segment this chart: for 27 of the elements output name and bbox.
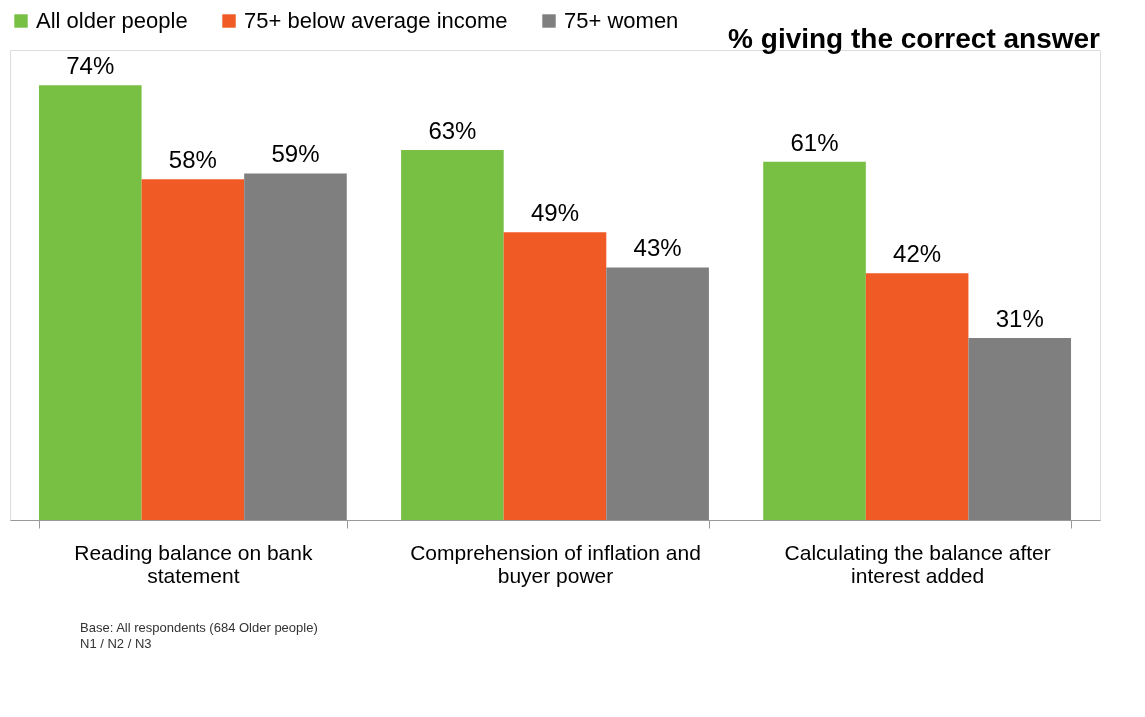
data-label: 61% [790, 128, 839, 156]
bar [401, 149, 504, 520]
legend-label: All older people [36, 8, 188, 33]
text: N1 / N2 / N3 [80, 636, 152, 651]
bar [606, 267, 709, 520]
data-label: 74% [66, 52, 115, 80]
x-tick-label: Calculating the balance after interest added [784, 540, 1051, 587]
bar [865, 273, 969, 520]
bar [244, 173, 347, 520]
data-label: 58% [168, 146, 217, 174]
data-label: 43% [633, 234, 682, 262]
bar [503, 232, 607, 520]
bar [38, 85, 142, 520]
legend-label: 75+ below average income [244, 8, 508, 33]
data-label: 59% [271, 140, 320, 168]
x-tick-label: Comprehension of inflation and buyer power [410, 540, 701, 587]
data-label: 31% [995, 304, 1044, 332]
legend-label: 75+ women [564, 8, 679, 33]
bar [141, 179, 245, 520]
x-tick-label: Reading balance on bank statement [74, 540, 313, 587]
bar [968, 337, 1072, 520]
data-label: 63% [428, 116, 477, 144]
chart-title: % giving the correct answer [728, 23, 1101, 54]
data-label: 42% [893, 240, 942, 268]
text: Base: All respondents (684 Older people) [80, 620, 318, 635]
bar [763, 161, 866, 520]
data-label: 49% [530, 199, 580, 227]
